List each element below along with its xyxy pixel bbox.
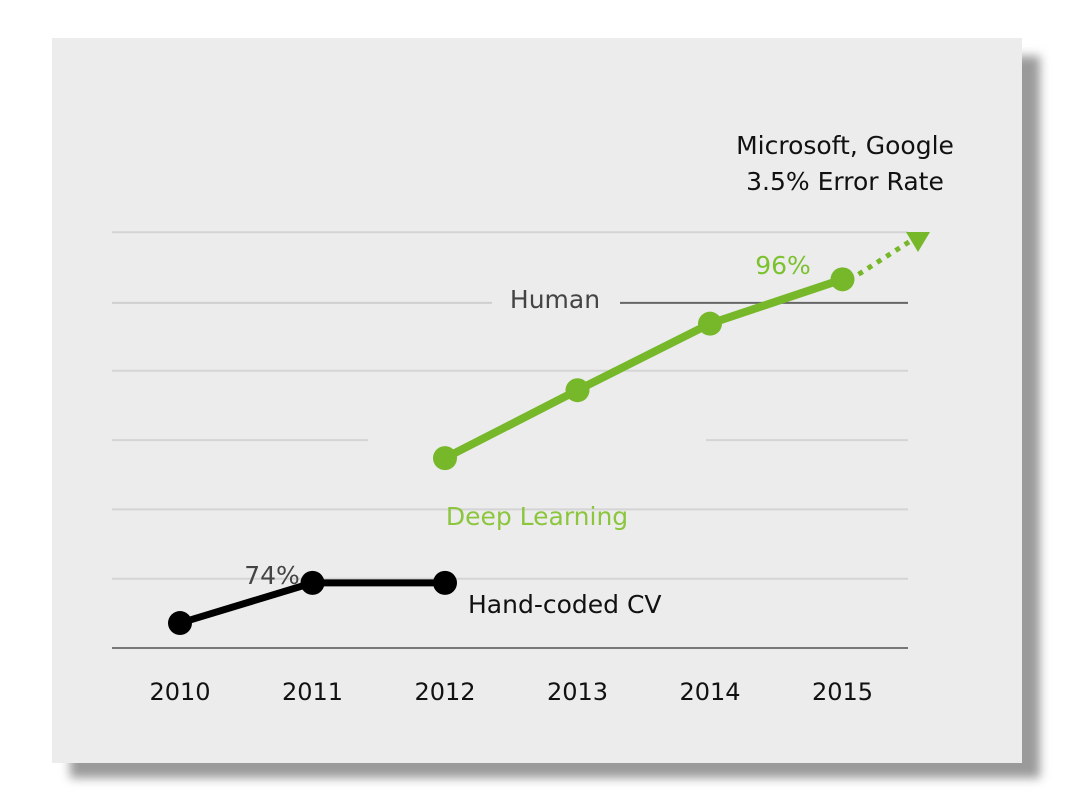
x-tick-label: 2014 [679,678,740,706]
note-line-1: Microsoft, Google [736,131,954,160]
deep-learning-value-label: 96% [755,251,811,280]
deep-learning-point [565,378,590,403]
chart-card [52,38,1022,763]
hand-coded-point [433,570,457,595]
labels-layer: Human Deep Learning Hand-coded CV 74% 96… [244,131,954,619]
hand-coded-point [300,570,325,595]
deep-learning-label: Deep Learning [446,502,628,531]
note-line-2: 3.5% Error Rate [746,167,944,196]
deep-learning-point [433,446,457,471]
deep-learning-point [698,311,722,336]
deep-learning-point [830,267,855,292]
x-tick-label: 2010 [149,678,210,706]
deep-learning-line [443,275,844,462]
human-label: Human [510,285,600,314]
future-trend-arrow [857,237,914,277]
x-tick-label: 2012 [414,678,475,706]
hand-coded-label: Hand-coded CV [468,590,662,619]
hand-coded-point [168,611,192,636]
x-axis: 2010 2011 2012 2013 2014 2015 [149,678,873,706]
hand-coded-value-label: 74% [244,561,300,590]
x-tick-label: 2011 [282,678,343,706]
arrow-head [906,232,930,252]
x-tick-label: 2013 [547,678,608,706]
series-layer [168,232,930,636]
x-tick-label: 2015 [812,678,873,706]
